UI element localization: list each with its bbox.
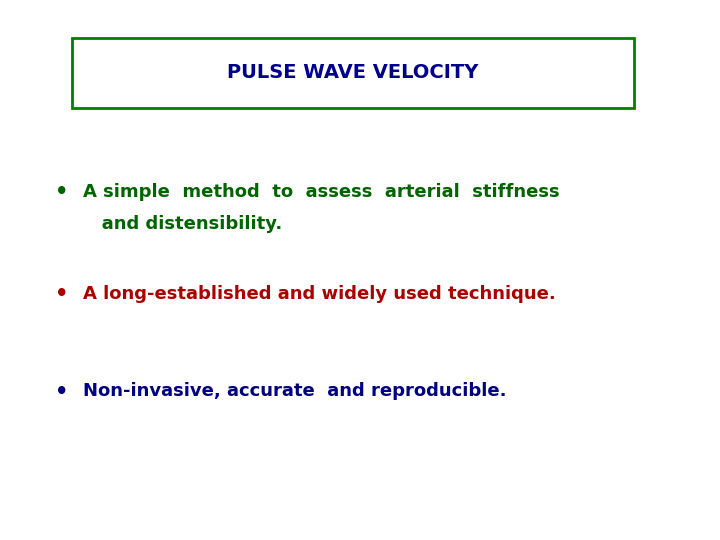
Text: •: • bbox=[55, 381, 68, 402]
Text: and distensibility.: and distensibility. bbox=[83, 215, 282, 233]
Text: •: • bbox=[55, 284, 68, 305]
Text: Non-invasive, accurate  and reproducible.: Non-invasive, accurate and reproducible. bbox=[83, 382, 506, 401]
Text: A long-established and widely used technique.: A long-established and widely used techn… bbox=[83, 285, 556, 303]
FancyBboxPatch shape bbox=[72, 38, 634, 108]
Text: A simple  method  to  assess  arterial  stiffness: A simple method to assess arterial stiff… bbox=[83, 183, 559, 201]
Text: PULSE WAVE VELOCITY: PULSE WAVE VELOCITY bbox=[227, 63, 479, 83]
Text: •: • bbox=[55, 181, 68, 202]
